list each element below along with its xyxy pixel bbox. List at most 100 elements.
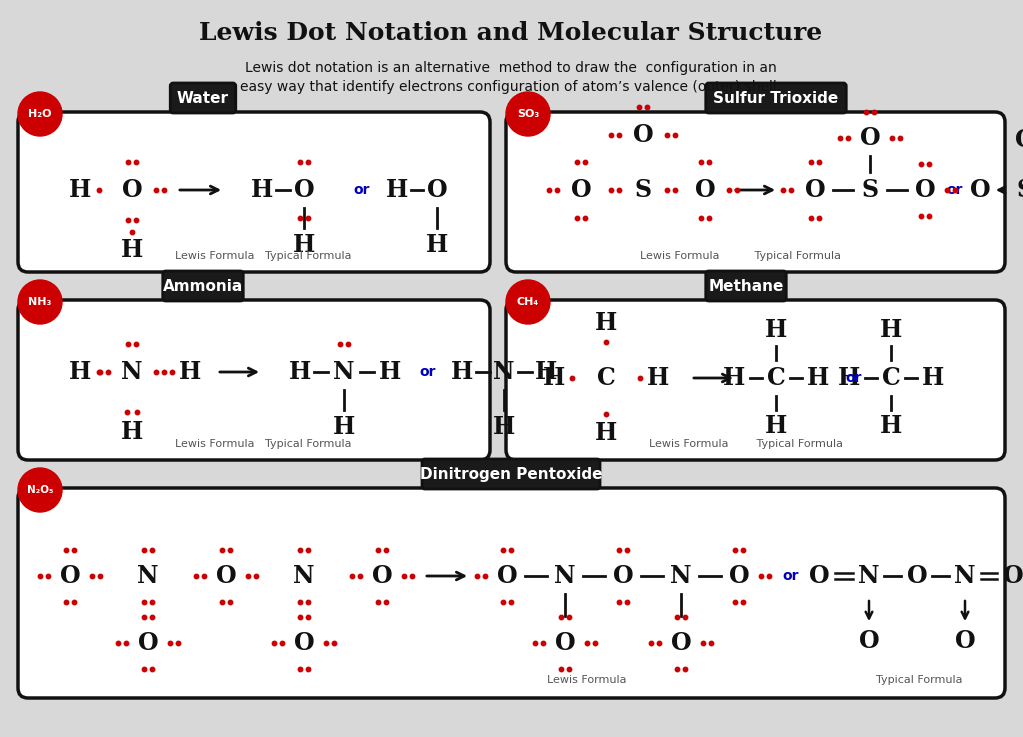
Text: N: N	[121, 360, 143, 384]
Text: O: O	[122, 178, 142, 202]
Text: H: H	[765, 414, 787, 438]
Text: N₂O₅: N₂O₅	[27, 485, 53, 495]
Text: Lewis Dot Notation and Molecular Structure: Lewis Dot Notation and Molecular Structu…	[199, 21, 822, 45]
Text: H: H	[647, 366, 669, 390]
Text: H: H	[179, 360, 202, 384]
Text: O: O	[59, 564, 81, 588]
Text: N: N	[670, 564, 692, 588]
Text: Methane: Methane	[708, 279, 784, 293]
Text: H: H	[251, 178, 273, 202]
FancyBboxPatch shape	[706, 83, 846, 113]
Text: S: S	[1017, 178, 1023, 202]
Text: O: O	[809, 564, 830, 588]
Text: or: or	[783, 569, 799, 583]
Text: or: or	[946, 183, 964, 197]
Text: H: H	[594, 421, 617, 445]
Text: H: H	[594, 311, 617, 335]
Text: H: H	[807, 366, 830, 390]
Text: or: or	[419, 365, 436, 379]
Text: H: H	[451, 360, 474, 384]
Text: O: O	[805, 178, 826, 202]
Text: C: C	[766, 366, 786, 390]
Text: O: O	[138, 631, 159, 655]
Circle shape	[18, 280, 62, 324]
Text: Lewis Formula        Typical Formula: Lewis Formula Typical Formula	[649, 439, 843, 449]
Text: O: O	[632, 123, 654, 147]
Text: H: H	[121, 238, 143, 262]
Text: O: O	[427, 178, 447, 202]
Text: H: H	[493, 415, 516, 439]
Text: or: or	[354, 183, 370, 197]
Text: O: O	[954, 629, 975, 653]
Text: O: O	[728, 564, 749, 588]
Text: Lewis Formula: Lewis Formula	[547, 675, 627, 685]
FancyBboxPatch shape	[18, 300, 490, 460]
Text: O: O	[859, 126, 881, 150]
Text: O: O	[294, 631, 314, 655]
Text: O: O	[216, 564, 236, 588]
Text: O: O	[858, 629, 880, 653]
Text: H: H	[332, 415, 355, 439]
Text: O: O	[695, 178, 715, 202]
FancyBboxPatch shape	[706, 271, 787, 301]
Text: H: H	[535, 360, 558, 384]
Text: NH₃: NH₃	[29, 297, 52, 307]
Circle shape	[18, 468, 62, 512]
FancyBboxPatch shape	[18, 112, 490, 272]
Text: H: H	[121, 420, 143, 444]
FancyBboxPatch shape	[163, 271, 243, 301]
Text: CH₄: CH₄	[517, 297, 539, 307]
Text: H: H	[69, 178, 91, 202]
Text: O: O	[1015, 128, 1023, 152]
Text: H: H	[288, 360, 311, 384]
Text: Lewis Formula   Typical Formula: Lewis Formula Typical Formula	[175, 439, 352, 449]
Text: easy way that identify electrons configuration of atom’s valence (outer) shell.: easy way that identify electrons configu…	[240, 80, 782, 94]
Text: N: N	[333, 360, 355, 384]
Text: Ammonia: Ammonia	[163, 279, 243, 293]
FancyBboxPatch shape	[170, 83, 235, 113]
Text: H: H	[880, 318, 902, 342]
Text: H: H	[765, 318, 787, 342]
FancyBboxPatch shape	[422, 459, 601, 489]
Text: O: O	[671, 631, 692, 655]
Text: C: C	[596, 366, 616, 390]
Circle shape	[18, 92, 62, 136]
Circle shape	[506, 92, 550, 136]
Text: O: O	[571, 178, 591, 202]
Text: Lewis dot notation is an alternative  method to draw the  configuration in an: Lewis dot notation is an alternative met…	[246, 61, 776, 75]
Text: Sulfur Trioxide: Sulfur Trioxide	[713, 91, 839, 105]
Text: O: O	[970, 178, 990, 202]
Text: H: H	[293, 233, 315, 257]
Text: N: N	[493, 360, 515, 384]
Text: H: H	[723, 366, 745, 390]
Text: O: O	[294, 178, 314, 202]
Text: O: O	[554, 631, 575, 655]
Text: O: O	[613, 564, 633, 588]
Text: H: H	[379, 360, 401, 384]
Text: H: H	[69, 360, 91, 384]
Text: C: C	[882, 366, 900, 390]
Text: N: N	[294, 564, 315, 588]
Text: N: N	[137, 564, 159, 588]
Text: Dinitrogen Pentoxide: Dinitrogen Pentoxide	[419, 467, 603, 481]
Text: N: N	[954, 564, 976, 588]
Text: O: O	[497, 564, 518, 588]
Text: Lewis Formula   Typical Formula: Lewis Formula Typical Formula	[175, 251, 352, 261]
FancyBboxPatch shape	[506, 300, 1005, 460]
Text: Water: Water	[177, 91, 229, 105]
Text: Lewis Formula          Typical Formula: Lewis Formula Typical Formula	[640, 251, 841, 261]
Text: S: S	[634, 178, 652, 202]
Text: O: O	[906, 564, 927, 588]
Text: H: H	[880, 414, 902, 438]
FancyBboxPatch shape	[18, 488, 1005, 698]
Text: H: H	[543, 366, 565, 390]
Text: H: H	[386, 178, 408, 202]
Text: H: H	[838, 366, 860, 390]
Text: S: S	[861, 178, 879, 202]
Text: O: O	[915, 178, 935, 202]
Text: O: O	[371, 564, 392, 588]
FancyBboxPatch shape	[506, 112, 1005, 272]
Circle shape	[506, 280, 550, 324]
Text: Typical Formula: Typical Formula	[876, 675, 963, 685]
Text: N: N	[554, 564, 576, 588]
